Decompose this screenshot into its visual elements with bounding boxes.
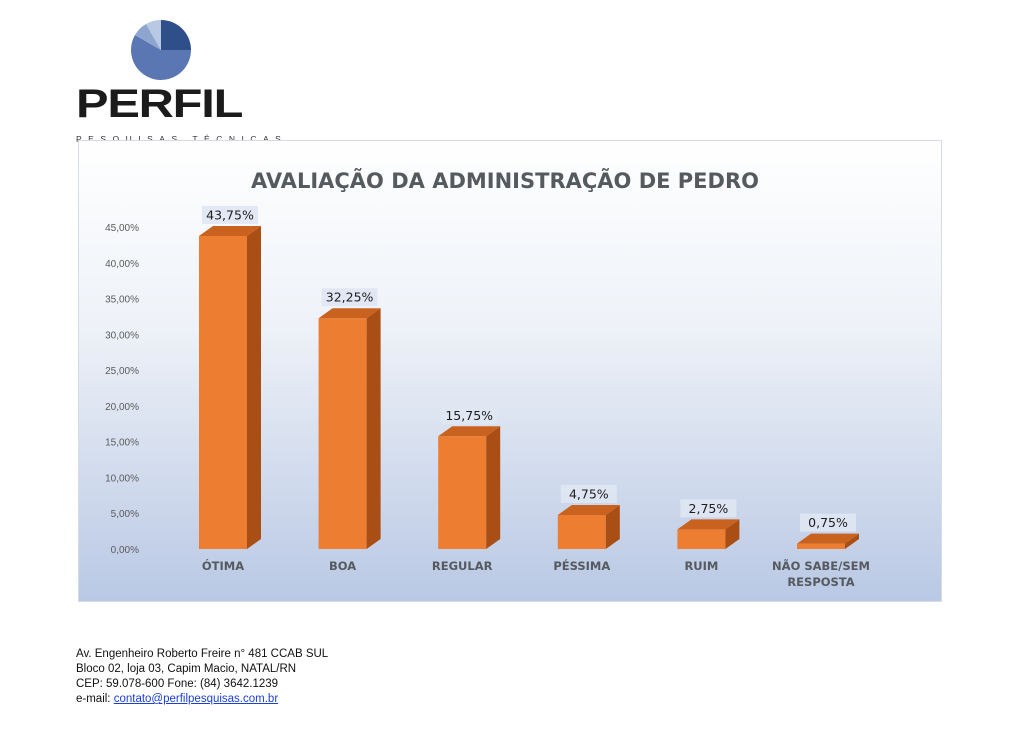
x-tick-label: ÓTIMA — [202, 558, 244, 573]
email-line: e-mail: contato@perfilpesquisas.com.br — [76, 692, 328, 707]
bar-front — [557, 515, 606, 549]
data-label: 15,75% — [445, 408, 493, 423]
y-tick-label: 5,00% — [111, 509, 139, 520]
bar-top — [199, 225, 261, 236]
x-tick-label: BOA — [329, 559, 356, 573]
data-label-box — [321, 288, 378, 307]
y-tick-label: 20,00% — [105, 402, 139, 413]
bar-side — [605, 505, 620, 549]
bar-top — [438, 426, 501, 437]
logo-pie-icon — [131, 19, 191, 80]
data-label: 0,75% — [808, 515, 848, 530]
bar-top — [797, 533, 859, 544]
address-line-1: Av. Engenheiro Roberto Freire n° 481 CCA… — [76, 648, 329, 660]
x-tick-label: PÉSSIMA — [553, 558, 610, 573]
data-label-box — [441, 406, 498, 425]
bar-top — [557, 505, 620, 516]
y-tick-label: 40,00% — [105, 259, 139, 270]
y-tick-label: 15,00% — [105, 438, 139, 449]
data-label: 43,75% — [206, 207, 254, 222]
data-label: 32,25% — [326, 290, 374, 305]
bar-side — [486, 426, 501, 549]
bar-top — [318, 308, 381, 319]
x-tick-label: NÃO SABE/SEM — [772, 558, 870, 573]
company-logo: PERFIL PESQUISAS TÉCNICAS — [76, 18, 281, 144]
bar-side — [725, 519, 740, 549]
y-tick-label: 45,00% — [105, 223, 139, 234]
address-line-3: CEP: 59.078-600 Fone: (84) 3642.1239 — [76, 678, 279, 690]
bar-front — [318, 318, 367, 549]
logo-tagline: PESQUISAS TÉCNICAS — [76, 134, 288, 144]
data-label: 2,75% — [689, 501, 729, 516]
email-link[interactable]: contato@perfilpesquisas.com.br — [113, 693, 279, 705]
address-line-2: Bloco 02, loja 03, Capim Macio, NATAL/RN — [76, 663, 297, 675]
x-tick-label: RUIM — [684, 559, 718, 573]
data-label-box — [560, 485, 617, 504]
x-tick-label: RESPOSTA — [787, 575, 854, 589]
data-label-box — [202, 205, 258, 224]
data-label-box — [680, 499, 737, 518]
footer-address: Av. Engenheiro Roberto Freire n° 481 CCA… — [76, 647, 328, 707]
bar-front — [677, 529, 726, 549]
y-tick-label: 25,00% — [105, 366, 139, 377]
bar-chart: 0,00% 5,00% 10,00% 15,00% 20,00% 25,00% 30,00%… — [105, 205, 870, 589]
y-tick-label: 0,00% — [111, 545, 139, 556]
bar-front — [199, 235, 247, 549]
x-tick-label: REGULAR — [432, 559, 493, 573]
bar-side — [247, 225, 261, 549]
bar-side — [845, 533, 859, 549]
data-label-box — [800, 513, 856, 532]
bar-side — [366, 308, 381, 549]
y-tick-label: 30,00% — [105, 330, 139, 341]
data-label: 4,75% — [569, 487, 609, 502]
bar-top — [677, 519, 740, 530]
bar-front — [438, 436, 487, 549]
chart-title: AVALIAÇÃO DA ADMINISTRAÇÃO DE PEDRO — [251, 169, 759, 193]
email-label: e-mail: — [76, 693, 114, 705]
bar-front — [797, 543, 845, 549]
chart-panel: AVALIAÇÃO DA ADMINISTRAÇÃO DE PEDRO 0,00… — [78, 140, 942, 602]
y-tick-label: 35,00% — [105, 295, 139, 306]
logo-wordmark: PERFIL — [76, 82, 243, 126]
y-tick-label: 10,00% — [105, 473, 139, 484]
